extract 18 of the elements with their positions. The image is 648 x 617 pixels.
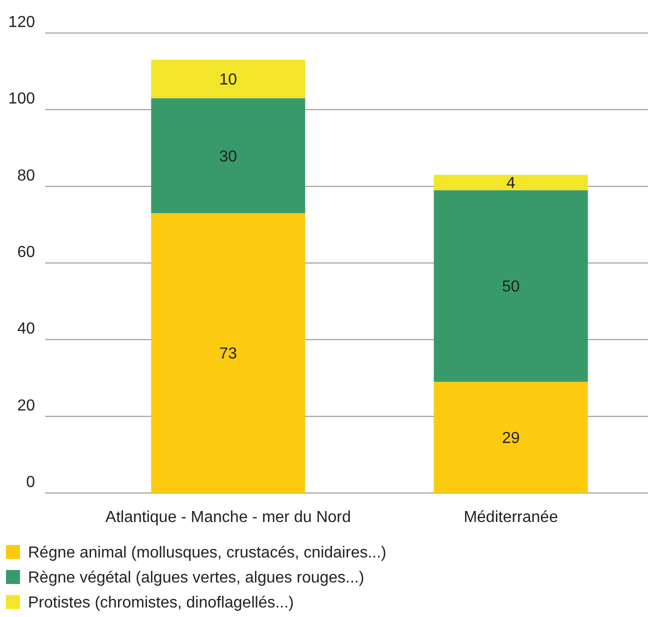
data-label: 73 <box>219 346 238 363</box>
data-label: 10 <box>219 72 238 89</box>
y-tick-label: 40 <box>17 320 36 338</box>
data-label: 4 <box>506 175 516 192</box>
y-tick-label: 120 <box>8 14 36 31</box>
legend-label: Protistes (chromistes, dinoflagellés...) <box>28 594 294 612</box>
x-tick-label: Méditerranée <box>464 509 558 526</box>
y-tick-label: 20 <box>17 397 36 414</box>
data-label: 30 <box>219 148 238 166</box>
x-tick-label: Atlantique - Manche - mer du Nord <box>105 509 351 526</box>
data-label: 50 <box>502 278 520 296</box>
legend-label: Règne végétal (algues vertes, algues rouges...) <box>28 570 364 587</box>
y-tick-label: 80 <box>17 167 36 184</box>
y-tick-label: 100 <box>8 90 36 108</box>
y-tick-label: 60 <box>17 244 36 261</box>
y-tick-label: 0 <box>26 474 36 491</box>
data-label: 29 <box>502 430 520 448</box>
legend-label: Régne animal (mollusques, crustacés, cnidaires...) <box>28 544 386 562</box>
